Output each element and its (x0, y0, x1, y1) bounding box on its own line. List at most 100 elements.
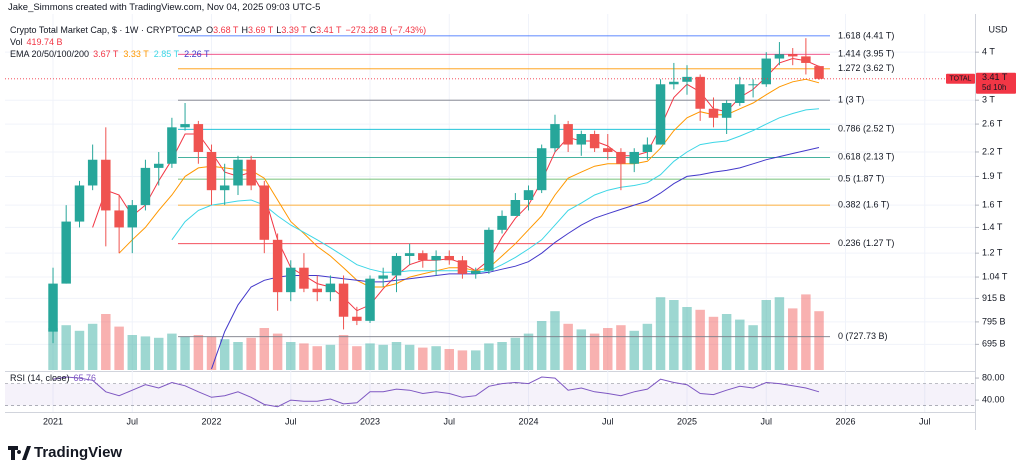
volume-bar (774, 297, 785, 370)
x-tick-label: 2022 (202, 416, 222, 426)
ohlc-key: H (241, 25, 248, 35)
volume-bar (721, 314, 732, 370)
candle-body (193, 124, 204, 152)
candle-body (695, 76, 705, 109)
candle-body (219, 185, 230, 191)
volume-bar (338, 335, 349, 370)
y-tick-label: 1.9 T (982, 171, 1003, 181)
volume-bar (404, 344, 415, 370)
y-tick-label: 1.2 T (982, 248, 1003, 258)
x-tick-label: Jul (919, 416, 931, 426)
y-tick-label: 3 T (982, 95, 995, 105)
candle-body (101, 159, 111, 211)
candle-body (814, 66, 824, 79)
x-tick-label: 2025 (677, 416, 697, 426)
volume-line: Vol 419.74 B (10, 37, 63, 47)
ohlc-value: 3.41 T (316, 25, 342, 35)
x-tick-label: Jul (602, 416, 614, 426)
candle-body (484, 229, 494, 271)
candle-body (312, 288, 322, 293)
candle-body (563, 124, 573, 145)
volume-bar (101, 314, 111, 370)
ema-line (171, 108, 820, 273)
candle-body (603, 148, 613, 152)
candle-body (576, 134, 587, 145)
candle-body (761, 58, 771, 85)
candle-body (748, 84, 758, 86)
volume-bar (378, 344, 388, 370)
candle-body (431, 255, 441, 261)
candle-body (127, 205, 138, 228)
fib-label: 0.618 (2.13 T) (838, 152, 894, 162)
candle-body (61, 221, 71, 284)
volume-bar (391, 342, 402, 370)
ohlc: O3.68 T H3.69 T L3.39 T C3.41 T (206, 25, 341, 35)
symbol-title: Crypto Total Market Cap, $ · 1W · CRYPTO… (10, 25, 203, 35)
ema-value: 2.85 T (153, 49, 180, 59)
change: −273.28 B (−7.43%) (345, 25, 427, 35)
candle-body (140, 167, 151, 206)
candle-body (167, 127, 177, 164)
volume-bar (431, 346, 441, 370)
rsi-line (52, 376, 820, 408)
rsi-y-tick-label: 80.00 (982, 372, 1005, 382)
volume-value: 419.74 B (26, 37, 63, 47)
candle-body (87, 159, 98, 186)
volume-bar (801, 294, 811, 370)
fib-label: 0.236 (1.27 T) (838, 238, 894, 248)
credit: Jake_Simmons created with TradingView.co… (8, 2, 321, 13)
x-tick-label: Jul (761, 416, 773, 426)
candle-body (206, 151, 217, 191)
candle-body (299, 267, 309, 289)
candle-body (708, 108, 719, 118)
candle-body (365, 278, 375, 321)
candle-body (404, 253, 415, 256)
candle-body (642, 144, 653, 152)
y-tick-label: 2.2 T (982, 146, 1003, 156)
volume-bar (748, 325, 758, 370)
volume-bar (576, 329, 587, 370)
volume-bar (550, 311, 560, 370)
candle-body (589, 134, 600, 149)
candle-body (457, 260, 468, 274)
volume-bar (140, 336, 151, 370)
y-tick-label: 1.04 T (982, 271, 1008, 281)
y-tick-label: 4 T (982, 47, 995, 57)
ohlc-key: O (206, 25, 214, 35)
candle-body (536, 148, 547, 191)
candle-body (616, 151, 626, 164)
x-tick-label: 2023 (360, 416, 380, 426)
volume-bar (629, 330, 639, 370)
volume-bar (497, 342, 507, 370)
volume-bar (325, 344, 336, 370)
ema-label: EMA 20/50/100/200 (10, 49, 90, 59)
volume-label: Vol (10, 37, 23, 47)
fib-label: 1 (3 T) (838, 95, 864, 105)
ohlc-value: 3.68 T (213, 25, 239, 35)
candle-body (272, 239, 283, 293)
candle-body (550, 124, 560, 149)
candle-body (259, 185, 270, 240)
x-tick-label: 2021 (43, 416, 63, 426)
volume-bar (154, 337, 164, 370)
volume-bar (193, 335, 204, 370)
volume-bar (286, 342, 296, 370)
volume-bar (167, 333, 177, 370)
volume-bar (563, 323, 573, 370)
fib-label: 1.618 (4.41 T) (838, 30, 894, 40)
rsi-label: RSI (14, close) (10, 373, 70, 383)
brand-name: TradingView (34, 444, 122, 461)
x-tick-label: Jul (444, 416, 456, 426)
volume-bar (642, 323, 653, 370)
volume-bar (708, 316, 719, 370)
candle-body (418, 253, 428, 261)
volume-bar (695, 309, 705, 370)
fib-label: 0.786 (2.52 T) (838, 124, 894, 134)
candle-body (774, 54, 785, 59)
candle-body (246, 159, 256, 186)
ema-line (211, 147, 820, 370)
candle-body (378, 275, 388, 279)
ohlc-value: 3.69 T (247, 25, 274, 35)
x-tick-label: 2024 (518, 416, 538, 426)
brand-logo: TradingView (8, 444, 122, 461)
